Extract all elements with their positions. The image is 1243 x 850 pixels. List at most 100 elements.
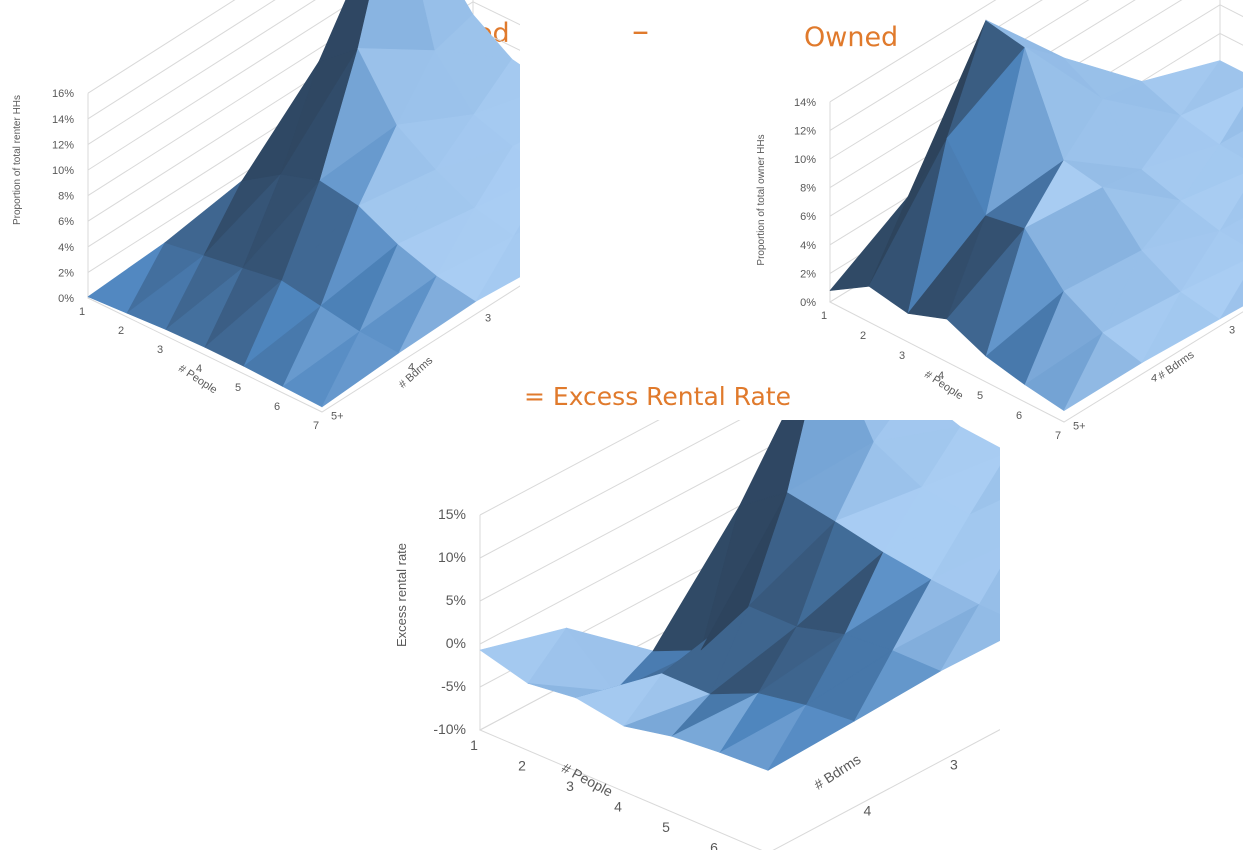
tick-labels: 0%2%4%6%8%10%12%14%1234567012345+ bbox=[794, 97, 1235, 442]
surface-facet bbox=[318, 0, 370, 62]
gridline bbox=[87, 0, 236, 94]
z-tick-label: 15% bbox=[438, 506, 466, 522]
surface-facet bbox=[739, 420, 806, 507]
x-tick-label: 4 bbox=[938, 370, 944, 382]
tick-labels: -10%-5%0%5%10%15%1234567012345+ bbox=[433, 506, 958, 850]
gridline bbox=[87, 0, 437, 222]
x-tick-label: 1 bbox=[821, 310, 827, 322]
z-tick-label: -5% bbox=[441, 678, 466, 694]
z-tick-label: 16% bbox=[52, 88, 74, 100]
z-tick-label: 12% bbox=[794, 125, 816, 137]
z-tick-label: 0% bbox=[58, 293, 74, 305]
x-tick-label: 5 bbox=[662, 819, 670, 835]
surface-facet bbox=[512, 142, 520, 152]
excess-rental-rate-surface-chart: -10%-5%0%5%10%15%1234567012345+Excess re… bbox=[394, 420, 1000, 850]
z-tick-label: 10% bbox=[438, 549, 466, 565]
surface-facet bbox=[475, 235, 520, 302]
surface-facet bbox=[474, 186, 520, 237]
x-tick-label: 2 bbox=[860, 330, 866, 342]
x-tick-label: 1 bbox=[470, 737, 478, 753]
x-tick-label: 4 bbox=[614, 799, 622, 815]
z-tick-label: 4% bbox=[58, 242, 74, 254]
z-tick-label: 0% bbox=[800, 297, 816, 309]
surface-facet bbox=[1219, 218, 1243, 245]
x-tick-label: 5 bbox=[235, 382, 241, 394]
surface-facet bbox=[357, 0, 436, 51]
rented-surface-chart: 0%2%4%6%8%10%12%14%16%1234567012345+Prop… bbox=[12, 0, 520, 432]
x-tick-label: 7 bbox=[313, 420, 319, 432]
z-axis-title: Proportion of total renter HHs bbox=[12, 95, 23, 225]
z-tick-label: 2% bbox=[800, 268, 816, 280]
y-tick-label: 5+ bbox=[777, 849, 793, 850]
gridline bbox=[87, 0, 276, 120]
y-tick-label: 4 bbox=[864, 803, 872, 819]
z-tick-label: 6% bbox=[800, 211, 816, 223]
z-tick-label: 5% bbox=[446, 592, 466, 608]
x-tick-label: 2 bbox=[518, 758, 526, 774]
surface bbox=[87, 0, 520, 408]
surface-facet bbox=[864, 420, 891, 443]
y-tick-label: 5+ bbox=[331, 410, 344, 422]
y-tick-label: 3 bbox=[950, 757, 958, 773]
gridline bbox=[87, 0, 397, 197]
y-axis-title: # Bdrms bbox=[1156, 349, 1197, 383]
x-tick-label: 4 bbox=[196, 363, 202, 375]
z-tick-label: 6% bbox=[58, 216, 74, 228]
x-tick-label: 3 bbox=[899, 350, 905, 362]
z-axis-title: Excess rental rate bbox=[394, 543, 409, 647]
y-tick-label: 3 bbox=[1229, 324, 1235, 336]
z-tick-label: 8% bbox=[800, 183, 816, 195]
surface-facet bbox=[1219, 106, 1243, 145]
heading-minus-sign: – bbox=[632, 11, 649, 51]
z-tick-label: 12% bbox=[52, 139, 74, 151]
x-tick-label: 7 bbox=[1055, 430, 1061, 442]
heading-excess-rental-rate: = Excess Rental Rate bbox=[524, 382, 791, 411]
gridline bbox=[479, 420, 660, 516]
gridline bbox=[87, 0, 357, 171]
y-tick-label: 4 bbox=[408, 361, 414, 373]
y-tick-label: 4 bbox=[1151, 372, 1157, 384]
z-tick-label: 10% bbox=[794, 154, 816, 166]
surface-facet bbox=[1219, 279, 1243, 320]
y-tick-label: 5+ bbox=[1073, 420, 1086, 432]
surface-facet bbox=[979, 593, 1000, 615]
heading-owned: Owned bbox=[804, 22, 899, 53]
surface-facet bbox=[513, 232, 520, 240]
gridline bbox=[479, 420, 822, 602]
x-tick-label: 6 bbox=[1016, 410, 1022, 422]
surface bbox=[829, 19, 1243, 411]
gridline bbox=[829, 0, 1043, 131]
x-tick-label: 3 bbox=[157, 344, 163, 356]
gridline bbox=[479, 420, 741, 559]
z-tick-label: 4% bbox=[800, 240, 816, 252]
surface-facet bbox=[473, 97, 520, 147]
z-tick-label: 14% bbox=[52, 114, 74, 126]
z-tick-label: 2% bbox=[58, 267, 74, 279]
x-tick-label: 1 bbox=[79, 306, 85, 318]
y-axis-title: # Bdrms bbox=[397, 354, 436, 391]
x-tick-label: 5 bbox=[977, 390, 983, 402]
surface-facet bbox=[940, 603, 1000, 671]
surface-facet bbox=[969, 465, 1000, 515]
tick-labels: 0%2%4%6%8%10%12%14%16%1234567012345+ bbox=[52, 88, 491, 432]
surface-facet bbox=[969, 500, 1000, 530]
x-tick-label: 2 bbox=[118, 325, 124, 337]
surface bbox=[479, 420, 1000, 771]
owned-surface-chart: 0%2%4%6%8%10%12%14%1234567012345+Proport… bbox=[756, 0, 1243, 442]
z-tick-label: 8% bbox=[58, 191, 74, 203]
y-axis-title: # Bdrms bbox=[811, 751, 863, 793]
surface-facet bbox=[979, 568, 1000, 605]
x-tick-label: 6 bbox=[274, 401, 280, 413]
gridline bbox=[87, 0, 316, 145]
z-axis-title: Proportion of total owner HHs bbox=[756, 134, 767, 265]
y-tick-label: 3 bbox=[485, 312, 491, 324]
gridline bbox=[829, 0, 997, 103]
z-tick-label: 0% bbox=[446, 635, 466, 651]
z-tick-label: -10% bbox=[433, 721, 466, 737]
surface-facet bbox=[1219, 131, 1243, 159]
z-tick-label: 10% bbox=[52, 165, 74, 177]
x-tick-label: 6 bbox=[710, 840, 718, 850]
gridline bbox=[479, 420, 1000, 645]
x-tick-label: 3 bbox=[566, 778, 574, 794]
